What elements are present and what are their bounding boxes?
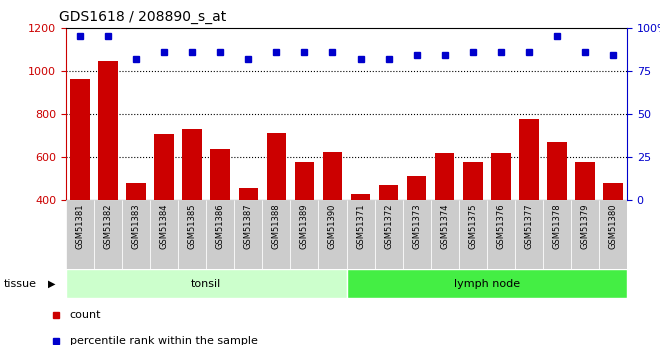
Text: GSM51386: GSM51386 [216,204,225,249]
Bar [319,200,346,269]
Text: ▶: ▶ [48,279,55,289]
Bar [575,162,595,286]
Text: GSM51374: GSM51374 [440,204,449,249]
Bar [66,269,347,298]
Text: GSM51385: GSM51385 [187,204,197,249]
Text: GSM51389: GSM51389 [300,204,309,249]
Bar [126,183,146,286]
Bar [407,176,426,286]
Bar [154,134,174,286]
Bar [571,200,599,269]
Bar [178,200,206,269]
Text: tissue: tissue [3,279,36,289]
Text: GSM51372: GSM51372 [384,204,393,249]
Bar [267,133,286,286]
Bar [375,200,403,269]
Text: GSM51376: GSM51376 [496,204,506,249]
Bar [543,200,571,269]
Bar [211,149,230,286]
Bar [603,183,623,286]
Text: GSM51379: GSM51379 [580,204,589,249]
Text: percentile rank within the sample: percentile rank within the sample [70,336,257,345]
Text: GSM51381: GSM51381 [75,204,84,249]
Bar [66,200,94,269]
Bar [323,152,343,286]
Bar [263,200,290,269]
Text: count: count [70,310,101,320]
Bar [346,200,375,269]
Bar [234,200,263,269]
Text: lymph node: lymph node [453,279,520,289]
Text: GSM51378: GSM51378 [552,204,562,249]
Text: GDS1618 / 208890_s_at: GDS1618 / 208890_s_at [59,10,226,24]
Text: GSM51390: GSM51390 [328,204,337,249]
Bar [238,188,258,286]
Bar [122,200,150,269]
Bar [515,200,543,269]
Text: tonsil: tonsil [191,279,221,289]
Bar [435,152,455,286]
Bar [379,185,399,286]
Bar [98,61,118,286]
Bar [547,142,567,286]
Text: GSM51383: GSM51383 [131,204,141,249]
Bar [491,153,511,286]
Text: GSM51388: GSM51388 [272,204,281,249]
Bar [182,129,202,286]
Text: GSM51373: GSM51373 [412,204,421,249]
Bar [459,200,487,269]
Bar [150,200,178,269]
Bar [294,162,314,286]
Bar [430,200,459,269]
Bar [350,194,370,286]
Text: GSM51371: GSM51371 [356,204,365,249]
Bar [206,200,234,269]
Bar [94,200,122,269]
Text: GSM51380: GSM51380 [609,204,618,249]
Text: GSM51382: GSM51382 [104,204,113,249]
Bar [519,119,539,286]
Text: GSM51387: GSM51387 [244,204,253,249]
Text: GSM51375: GSM51375 [468,204,477,249]
Bar [403,200,431,269]
Text: GSM51384: GSM51384 [160,204,169,249]
Bar [290,200,318,269]
Bar [463,162,482,286]
Bar [487,200,515,269]
Text: GSM51377: GSM51377 [524,204,533,249]
Bar [346,269,627,298]
Bar [599,200,627,269]
Bar [70,79,90,286]
